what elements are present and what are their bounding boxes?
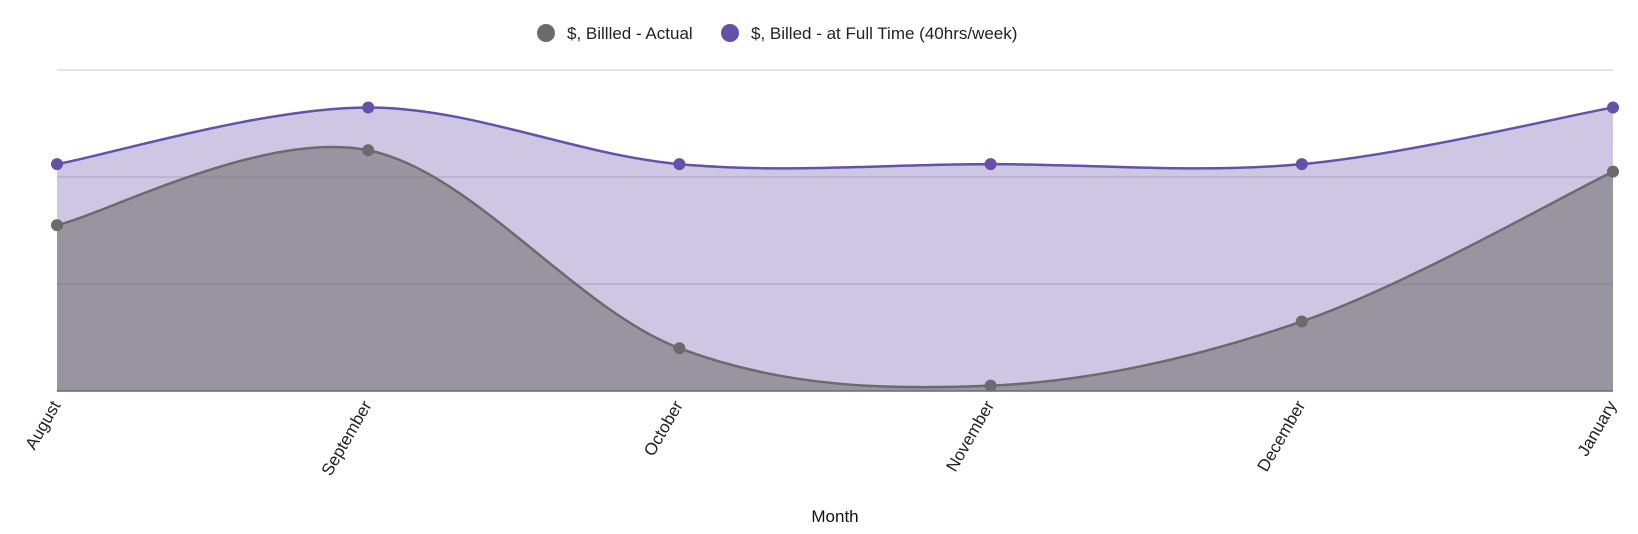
legend-item-actual[interactable]: $, Billled - Actual (537, 24, 693, 43)
x-axis: August September October November December Ja… (22, 397, 1621, 479)
series-lines (56, 106, 1614, 389)
point-actual-november[interactable] (984, 379, 997, 392)
area-actual (57, 147, 1613, 391)
point-full-time-october[interactable] (673, 158, 686, 171)
chart-legend: $, Billled - Actual $, Billed - at Full … (537, 24, 1017, 43)
point-full-time-december[interactable] (1295, 158, 1308, 171)
series-areas (57, 107, 1613, 391)
point-full-time-november[interactable] (984, 158, 997, 171)
x-tick-label: October (640, 397, 687, 459)
x-tick-label: September (318, 397, 376, 479)
line-actual (56, 145, 1614, 389)
point-full-time-september[interactable] (362, 101, 375, 114)
point-actual-september[interactable] (362, 144, 375, 157)
legend-marker-full-time (721, 24, 739, 42)
data-points (51, 101, 1619, 392)
legend-label-full-time: $, Billed - at Full Time (40hrs/week) (751, 24, 1017, 43)
point-actual-august[interactable] (51, 219, 63, 232)
line-full-time (56, 106, 1614, 170)
legend-marker-actual (537, 24, 555, 42)
x-tick-label: November (942, 397, 998, 475)
x-tick-label: August (22, 397, 65, 453)
x-tick-label: January (1574, 397, 1621, 459)
point-actual-december[interactable] (1295, 315, 1308, 328)
point-full-time-august[interactable] (51, 158, 63, 171)
point-full-time-january[interactable] (1607, 101, 1619, 114)
legend-label-actual: $, Billled - Actual (567, 24, 693, 43)
point-actual-october[interactable] (673, 342, 686, 355)
legend-item-full-time[interactable]: $, Billed - at Full Time (40hrs/week) (721, 24, 1017, 43)
point-actual-january[interactable] (1607, 165, 1619, 178)
x-tick-label: December (1254, 397, 1310, 475)
x-axis-title: Month (811, 507, 858, 526)
